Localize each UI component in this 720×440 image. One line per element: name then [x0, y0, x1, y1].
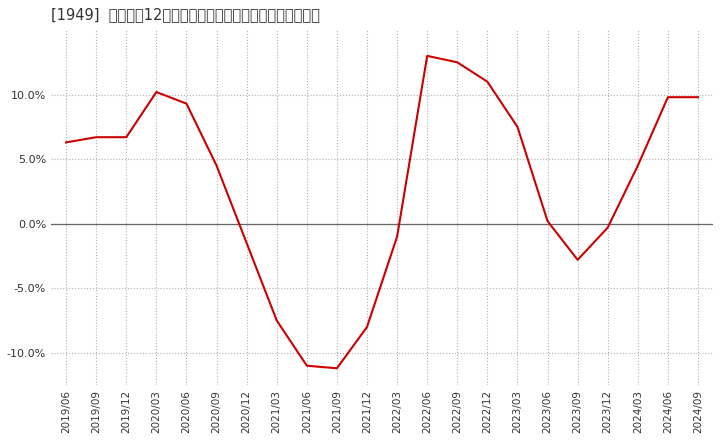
Text: [1949]  売上高の12か月移動合計の対前年同期増減率の推移: [1949] 売上高の12か月移動合計の対前年同期増減率の推移 — [51, 7, 320, 22]
